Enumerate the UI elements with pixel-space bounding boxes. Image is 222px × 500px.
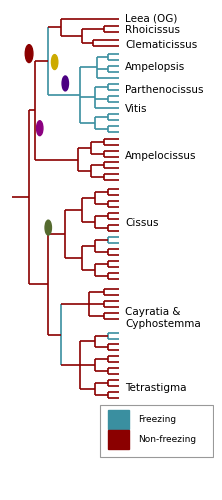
Circle shape: [52, 54, 58, 70]
Circle shape: [62, 76, 68, 91]
Text: Cyphostemma: Cyphostemma: [125, 318, 201, 328]
Circle shape: [45, 220, 52, 235]
Text: Leea (OG): Leea (OG): [125, 14, 177, 24]
Text: Non-freezing: Non-freezing: [138, 435, 196, 444]
Circle shape: [25, 44, 33, 62]
FancyBboxPatch shape: [100, 405, 213, 458]
Text: Cayratia &: Cayratia &: [125, 307, 180, 317]
Text: Clematicissus: Clematicissus: [125, 40, 197, 50]
Text: Rhoicissus: Rhoicissus: [125, 25, 180, 35]
Bar: [108, 430, 129, 449]
Text: Vitis: Vitis: [125, 104, 147, 115]
Text: Ampelopsis: Ampelopsis: [125, 62, 185, 72]
Bar: [108, 410, 129, 429]
Text: Cissus: Cissus: [125, 218, 159, 228]
Text: Freezing: Freezing: [138, 415, 176, 424]
Circle shape: [37, 120, 43, 136]
Text: Ampelocissus: Ampelocissus: [125, 150, 196, 160]
Text: Tetrastigma: Tetrastigma: [125, 383, 186, 393]
Text: Parthenocissus: Parthenocissus: [125, 85, 203, 95]
